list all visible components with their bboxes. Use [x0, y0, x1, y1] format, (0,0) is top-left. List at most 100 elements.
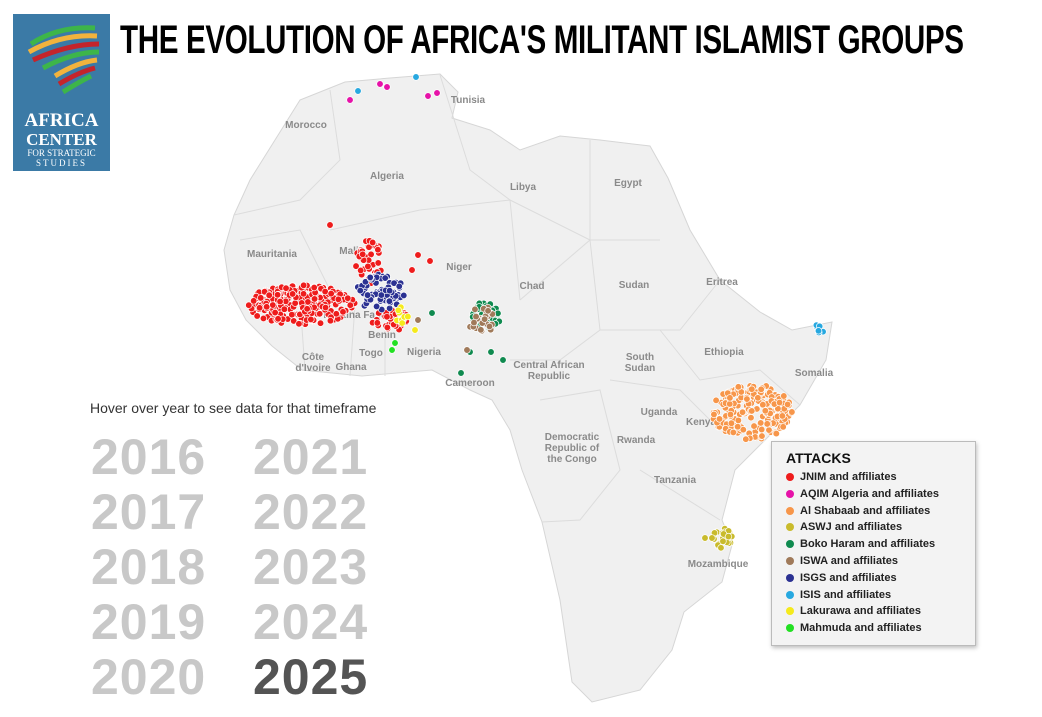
attack-dot[interactable] — [326, 221, 334, 229]
attack-dot[interactable] — [364, 262, 372, 271]
attack-dot[interactable] — [346, 96, 354, 104]
attack-dot[interactable] — [383, 83, 391, 91]
attack-dot[interactable] — [255, 304, 264, 312]
attack-dot[interactable] — [788, 408, 796, 416]
attack-dot[interactable] — [757, 419, 765, 427]
attack-dot[interactable] — [265, 291, 273, 299]
attack-dot[interactable] — [388, 346, 396, 354]
attack-dot[interactable] — [433, 89, 441, 97]
attack-dot[interactable] — [282, 284, 290, 292]
attack-dot[interactable] — [715, 415, 724, 423]
attack-dot[interactable] — [400, 291, 408, 300]
attack-dot[interactable] — [377, 291, 385, 299]
attack-dot[interactable] — [726, 400, 734, 408]
attack-dot[interactable] — [321, 303, 330, 312]
attack-dot[interactable] — [778, 412, 787, 420]
attack-dot[interactable] — [759, 401, 767, 409]
attack-dot[interactable] — [310, 295, 319, 303]
attack-dot[interactable] — [304, 298, 312, 306]
attack-dot[interactable] — [411, 326, 419, 334]
attack-dot[interactable] — [334, 295, 343, 303]
attack-dot[interactable] — [321, 287, 329, 296]
attack-dot[interactable] — [814, 327, 823, 335]
attack-dot[interactable] — [414, 316, 422, 324]
year-2016[interactable]: 2016 — [91, 429, 207, 485]
attack-dot[interactable] — [428, 309, 436, 317]
attack-dot[interactable] — [757, 385, 765, 393]
attack-dot[interactable] — [372, 302, 381, 311]
attack-dot[interactable] — [404, 312, 412, 321]
year-2024[interactable]: 2024 — [253, 594, 369, 650]
attack-dot[interactable] — [734, 423, 742, 431]
attack-dot[interactable] — [748, 385, 756, 393]
attack-dot[interactable] — [374, 246, 382, 254]
attack-dot[interactable] — [729, 428, 737, 437]
attack-dot[interactable] — [783, 400, 792, 409]
attack-dot[interactable] — [487, 348, 495, 356]
attack-dot[interactable] — [708, 534, 716, 542]
attack-dot[interactable] — [263, 303, 271, 311]
attack-dot[interactable] — [354, 87, 362, 95]
attack-dot[interactable] — [273, 291, 282, 299]
attack-dot[interactable] — [394, 306, 402, 314]
attack-dot[interactable] — [398, 319, 406, 327]
attack-dot[interactable] — [271, 308, 279, 317]
attack-dot[interactable] — [390, 279, 398, 287]
attack-dot[interactable] — [470, 318, 478, 327]
attack-dot[interactable] — [701, 534, 709, 542]
attack-dot[interactable] — [750, 422, 758, 430]
attack-dot[interactable] — [269, 301, 277, 309]
attack-dot[interactable] — [339, 308, 347, 316]
year-2018[interactable]: 2018 — [91, 539, 207, 595]
attack-dot[interactable] — [346, 301, 354, 309]
attack-dot[interactable] — [412, 73, 420, 81]
attack-dot[interactable] — [738, 408, 747, 416]
attack-dot[interactable] — [734, 383, 743, 391]
attack-dot[interactable] — [457, 369, 465, 377]
attack-dot[interactable] — [426, 257, 434, 265]
attack-dot[interactable] — [288, 290, 297, 298]
year-2017[interactable]: 2017 — [91, 484, 207, 540]
attack-dot[interactable] — [477, 326, 485, 334]
attack-dot[interactable] — [356, 286, 364, 295]
attack-dot[interactable] — [717, 544, 725, 552]
attack-dot[interactable] — [245, 301, 253, 309]
attack-dot[interactable] — [307, 315, 315, 324]
attack-dot[interactable] — [257, 294, 265, 302]
attack-dot[interactable] — [276, 297, 284, 306]
attack-dot[interactable] — [391, 339, 399, 347]
attack-dot[interactable] — [326, 317, 335, 325]
year-2021[interactable]: 2021 — [253, 429, 369, 485]
attack-dot[interactable] — [332, 310, 340, 318]
attack-dot[interactable] — [250, 297, 258, 305]
year-2019[interactable]: 2019 — [91, 594, 207, 650]
attack-dot[interactable] — [373, 319, 381, 327]
attack-dot[interactable] — [739, 426, 747, 434]
attack-dot[interactable] — [299, 281, 308, 289]
attack-dot[interactable] — [291, 299, 299, 307]
attack-dot[interactable] — [780, 392, 788, 400]
attack-dot[interactable] — [763, 420, 771, 428]
attack-dot[interactable] — [253, 312, 261, 320]
attack-dot[interactable] — [303, 305, 311, 313]
attack-dot[interactable] — [710, 410, 718, 419]
attack-dot[interactable] — [316, 310, 324, 318]
attack-dot[interactable] — [299, 290, 308, 298]
attack-dot[interactable] — [758, 432, 766, 440]
attack-dot[interactable] — [366, 273, 374, 282]
attack-dot[interactable] — [765, 426, 773, 434]
attack-dot[interactable] — [424, 92, 432, 100]
attack-dot[interactable] — [719, 537, 727, 545]
attack-dot[interactable] — [471, 305, 479, 313]
attack-dot[interactable] — [724, 532, 733, 541]
year-2025[interactable]: 2025 — [253, 649, 369, 705]
attack-dot[interactable] — [363, 291, 372, 299]
attack-dot[interactable] — [758, 425, 766, 434]
attack-dot[interactable] — [772, 429, 780, 438]
attack-dot[interactable] — [712, 396, 720, 404]
attack-dot[interactable] — [408, 266, 416, 274]
attack-dot[interactable] — [761, 407, 769, 415]
attack-dot[interactable] — [385, 287, 394, 295]
attack-dot[interactable] — [383, 323, 391, 332]
